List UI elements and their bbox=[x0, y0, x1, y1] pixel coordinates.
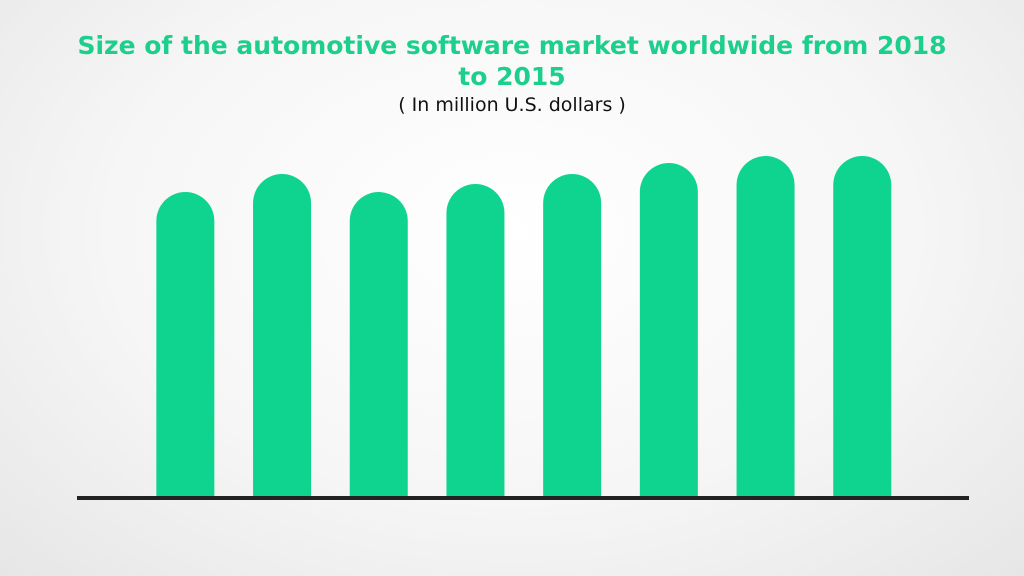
bar bbox=[349, 192, 408, 497]
bar bbox=[446, 184, 505, 497]
bar bbox=[736, 156, 795, 497]
bar bbox=[543, 174, 602, 497]
bar bbox=[253, 174, 312, 497]
chart-title: Size of the automotive software market w… bbox=[77, 31, 947, 91]
bar bbox=[833, 156, 892, 497]
bar bbox=[639, 163, 698, 497]
bar bbox=[156, 192, 215, 497]
chart-subtitle: ( In million U.S. dollars ) bbox=[398, 94, 626, 116]
